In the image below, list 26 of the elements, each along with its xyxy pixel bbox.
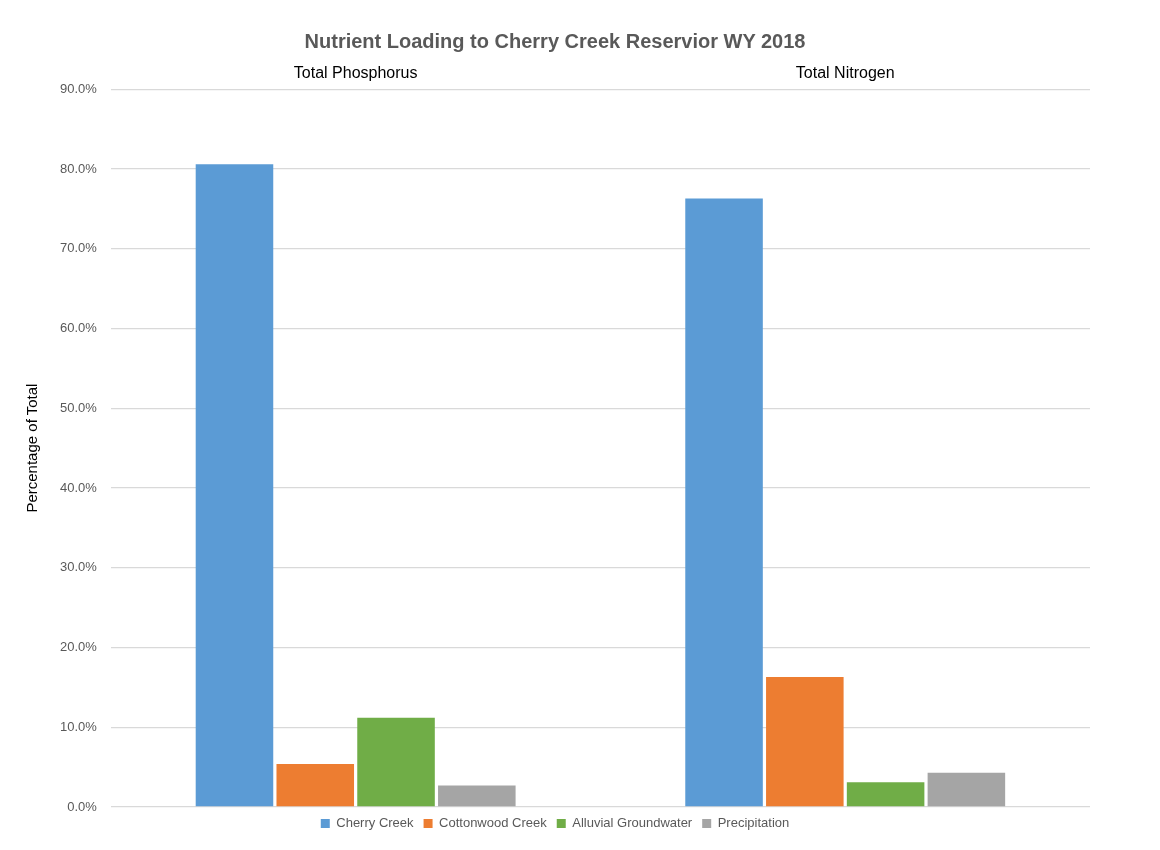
y-tick-label: 40.0%	[59, 479, 98, 495]
legend-label: Precipitation	[717, 815, 790, 831]
y-tick-label: 20.0%	[59, 639, 98, 655]
bar	[276, 763, 355, 807]
legend-label: Alluvial Groundwater	[572, 815, 693, 831]
legend-label: Cottonwood Creek	[439, 815, 548, 831]
chart-title: Nutrient Loading to Cherry Creek Reservior WY 2018	[304, 29, 806, 52]
x-tick-label: Total Phosphorus	[293, 64, 418, 82]
bar	[438, 785, 516, 807]
bar	[357, 717, 435, 807]
y-tick-label: 50.0%	[59, 399, 98, 415]
bar	[927, 772, 1006, 807]
y-tick-label: 30.0%	[59, 559, 98, 575]
y-tick-label: 60.0%	[59, 320, 98, 336]
y-axis-title: Percentage of Total	[23, 383, 41, 513]
bar	[685, 198, 763, 807]
x-tick-label: Total Nitrogen	[795, 64, 895, 82]
bar	[766, 677, 844, 807]
bar	[846, 782, 925, 807]
legend-label: Cherry Creek	[336, 815, 415, 831]
y-tick-label: 80.0%	[59, 160, 98, 176]
y-tick-label: 70.0%	[59, 240, 98, 256]
bar	[195, 164, 274, 807]
y-tick-label: 0.0%	[67, 798, 98, 814]
y-tick-label: 10.0%	[59, 718, 98, 734]
y-tick-label: 90.0%	[59, 80, 98, 96]
